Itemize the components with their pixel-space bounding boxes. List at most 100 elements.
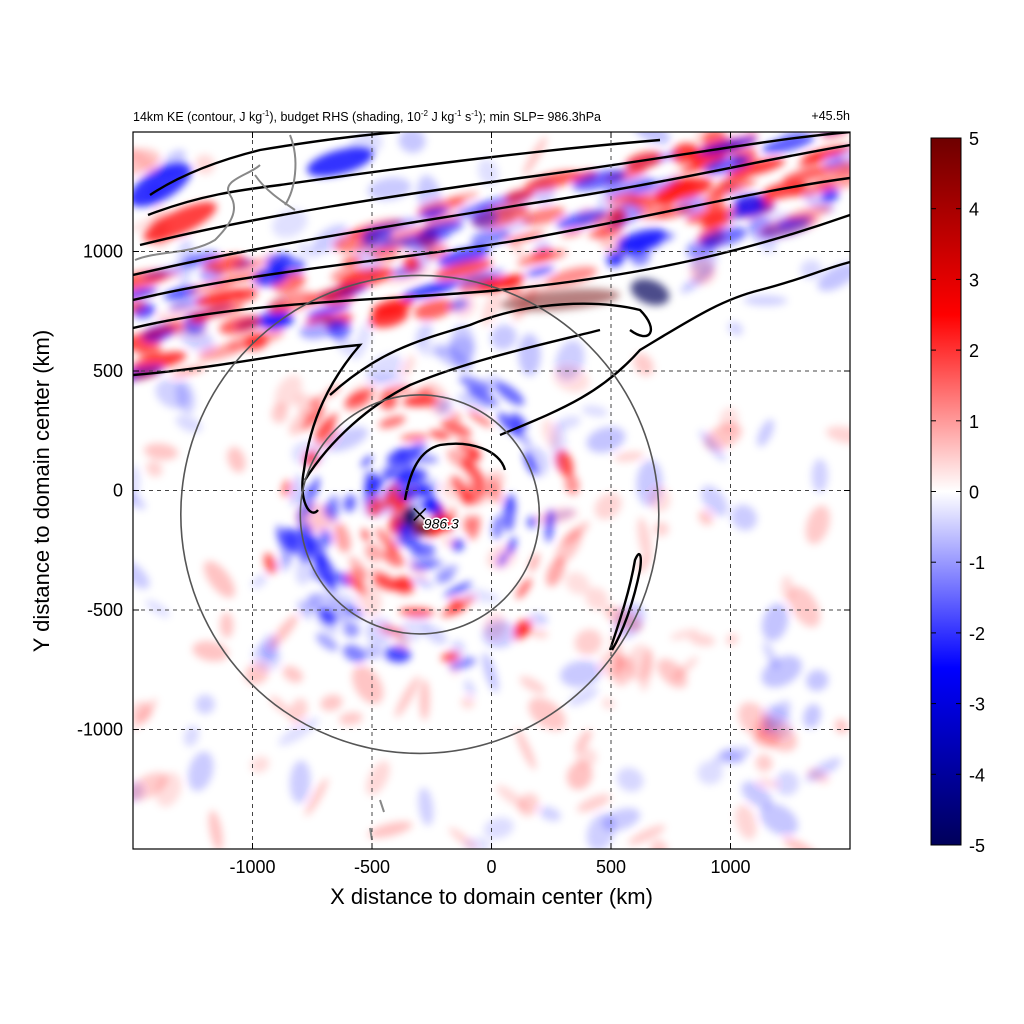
colorbar-tick-label: -5	[969, 836, 985, 856]
shading-cell	[289, 760, 311, 804]
shading-cell	[227, 446, 246, 473]
shading-cell	[725, 204, 776, 220]
shading-cell	[175, 414, 202, 433]
colorbar-tick-label: -2	[969, 624, 985, 644]
shading-cell	[384, 646, 412, 662]
shading-cell	[556, 210, 608, 229]
shading-cell	[254, 266, 288, 287]
shading-cell	[741, 781, 773, 808]
range-rings	[179, 274, 660, 755]
shading-cell	[453, 587, 500, 603]
shading-cell	[349, 556, 369, 579]
shading-cell	[419, 679, 430, 721]
shading-cell	[360, 455, 373, 468]
shading-cell	[689, 633, 716, 647]
shading-cell	[700, 485, 728, 517]
shading-cell	[195, 694, 215, 715]
shading-cell	[743, 295, 788, 306]
shading-cell	[461, 696, 475, 709]
shading-cell	[761, 655, 802, 688]
shading-cell	[366, 760, 390, 796]
colorbar-ticks: 5 4 3 2 1 0 -1 -2 -3 -4 -5	[931, 129, 985, 856]
shading-cell	[446, 192, 479, 204]
center-x-stroke	[413, 507, 427, 521]
shading-cell	[577, 794, 611, 813]
shading-cell	[446, 448, 472, 470]
shading-cell	[518, 333, 541, 377]
shading-cell	[378, 415, 406, 429]
shading-cell	[452, 539, 465, 552]
shading-cell	[604, 606, 643, 632]
range-ring	[179, 274, 660, 755]
shading-cell	[446, 596, 475, 612]
shading-cell	[282, 665, 303, 683]
x-tick-label: 500	[596, 857, 626, 877]
shading-cell	[220, 612, 234, 639]
shading-cell	[271, 403, 288, 424]
y-axis-title: Y distance to domain center (km)	[29, 329, 54, 653]
shading-cell	[821, 188, 839, 202]
x-tick-label: -1000	[229, 857, 275, 877]
shading-cell	[616, 767, 644, 792]
shading-cell	[817, 262, 850, 292]
shading-cell	[649, 486, 671, 512]
shading-cell	[133, 351, 187, 372]
shading-cell	[367, 821, 413, 838]
shading-cell	[226, 329, 285, 350]
shading-cell	[521, 206, 566, 226]
colorbar-tick-label: 0	[969, 483, 979, 503]
shading-cell	[435, 565, 458, 579]
shading-cell	[304, 450, 319, 467]
shading-cell	[436, 574, 455, 584]
shading-cell	[339, 711, 363, 726]
shading-cell	[482, 652, 499, 693]
shading-cell	[440, 420, 472, 438]
shading-cell	[265, 253, 292, 269]
shading-cell	[345, 605, 364, 619]
shading-cell	[395, 676, 420, 718]
shading-cell	[555, 415, 581, 430]
shading-cell	[339, 267, 394, 289]
shading-cell	[496, 785, 528, 810]
shading-cell	[188, 751, 214, 792]
shading-cell	[731, 504, 757, 531]
shading-cell	[627, 644, 653, 682]
shading-cell	[607, 192, 638, 204]
shading-cell	[523, 451, 537, 476]
shading-cell	[704, 155, 750, 175]
shading-cell	[336, 571, 351, 587]
shading-cell	[528, 552, 540, 572]
shading-cell	[379, 462, 397, 475]
shading-cell	[369, 306, 409, 328]
shading-cell	[402, 281, 458, 300]
ke-contour-6	[608, 552, 642, 651]
shading-cell	[177, 324, 215, 352]
shading-cell	[605, 241, 662, 259]
shading-cell	[396, 614, 429, 644]
ke-contour-3	[303, 328, 601, 481]
shading-cell	[786, 205, 832, 222]
shading-cell	[834, 718, 848, 734]
shading-cell	[449, 657, 477, 670]
shading-cell	[566, 761, 593, 790]
shading-cell	[685, 238, 718, 258]
shading-cell	[343, 622, 360, 638]
shading-cell	[523, 136, 547, 176]
shading-cell	[411, 521, 432, 536]
shading-cell	[327, 494, 340, 523]
shading-cell	[681, 163, 704, 172]
shading-cell	[467, 387, 499, 407]
shading-cell	[525, 266, 555, 277]
shading-cell	[519, 676, 546, 695]
shading-cell	[628, 824, 666, 845]
storm-center-marker	[413, 507, 427, 521]
shading-cell	[312, 224, 349, 253]
shading-cell	[514, 619, 532, 636]
shading-cell	[402, 231, 450, 250]
shading-cell	[588, 225, 623, 239]
shading-cell	[403, 255, 420, 272]
shading-cell	[353, 320, 372, 360]
shading-cell	[757, 419, 775, 447]
shading-cell	[801, 146, 846, 161]
